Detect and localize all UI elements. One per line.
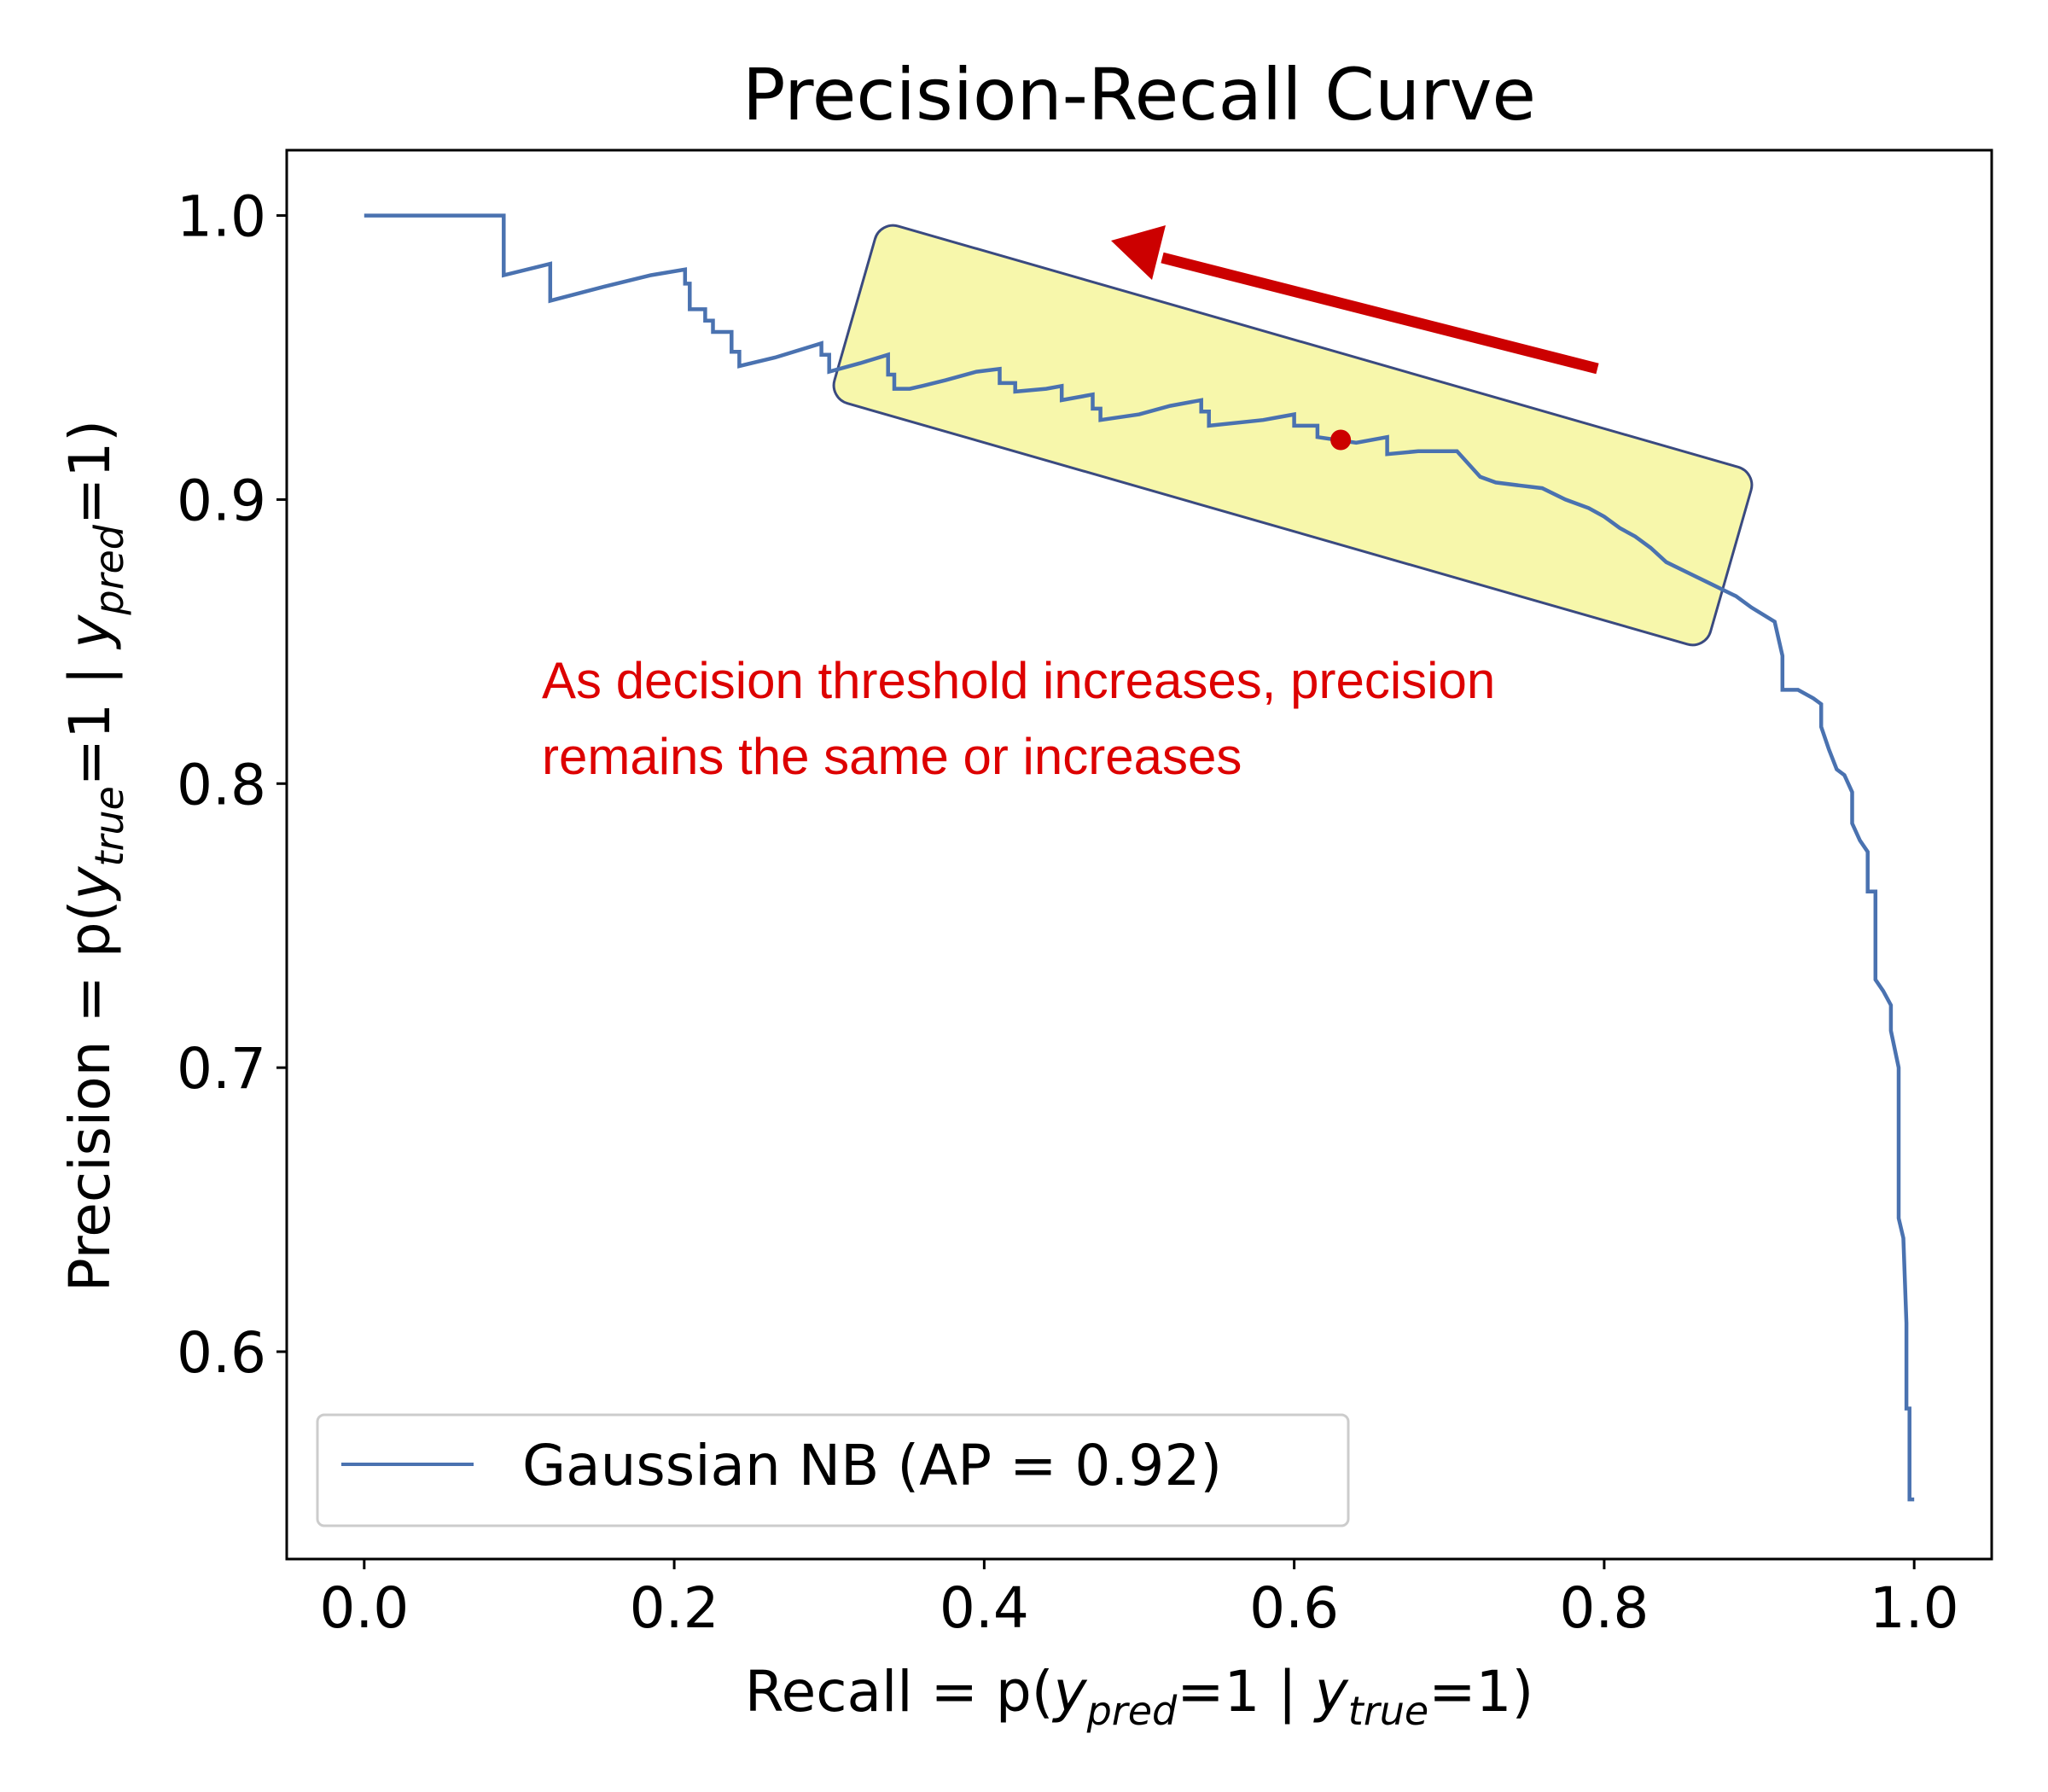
series-line-gaussian-nb <box>364 213 1915 1502</box>
highlight-box <box>832 224 1754 647</box>
threshold-arrow-shaft <box>1161 252 1599 375</box>
annotation-line-2: remains the same or increases <box>542 728 1242 785</box>
x-tick-label: 0.8 <box>1559 1575 1649 1641</box>
y-axis-label: Precision = p(ytrue=1 | ypred=1) <box>57 420 132 1292</box>
legend-box <box>316 1413 1350 1527</box>
x-tick-label: 1.0 <box>1870 1575 1959 1641</box>
y-tick-label: 1.0 <box>177 184 266 250</box>
legend-label: Gaussian NB (AP = 0.92) <box>522 1433 1222 1498</box>
y-tick-label: 0.8 <box>177 752 266 817</box>
x-tick-label: 0.2 <box>630 1575 719 1641</box>
chart-title: Precision-Recall Curve <box>742 53 1536 137</box>
highlight-region <box>832 224 1754 647</box>
y-tick-label: 0.9 <box>177 468 266 533</box>
threshold-arrow-head <box>1111 225 1166 280</box>
annotation-line-1: As decision threshold increases, precisi… <box>542 652 1495 709</box>
operating-point-marker <box>1330 429 1352 451</box>
plot-frame <box>285 148 1993 1561</box>
y-tick-label: 0.7 <box>177 1036 266 1102</box>
series-layer <box>364 213 1915 1502</box>
y-tick-label: 0.6 <box>177 1320 266 1386</box>
arrow-layer <box>1111 225 1599 375</box>
marker-layer <box>1330 429 1352 451</box>
axes: 0.0 0.2 0.4 0.6 0.8 1.0 0.6 0.7 0.8 0.9 1.0 <box>177 148 1993 1641</box>
x-tick-label: 0.0 <box>319 1575 409 1641</box>
x-axis-label: Recall = p(ypred=1 | ytrue=1) <box>745 1659 1534 1734</box>
legend: Gaussian NB (AP = 0.92) <box>316 1413 1350 1527</box>
x-tick-label: 0.6 <box>1249 1575 1339 1641</box>
x-tick-label: 0.4 <box>940 1575 1029 1641</box>
